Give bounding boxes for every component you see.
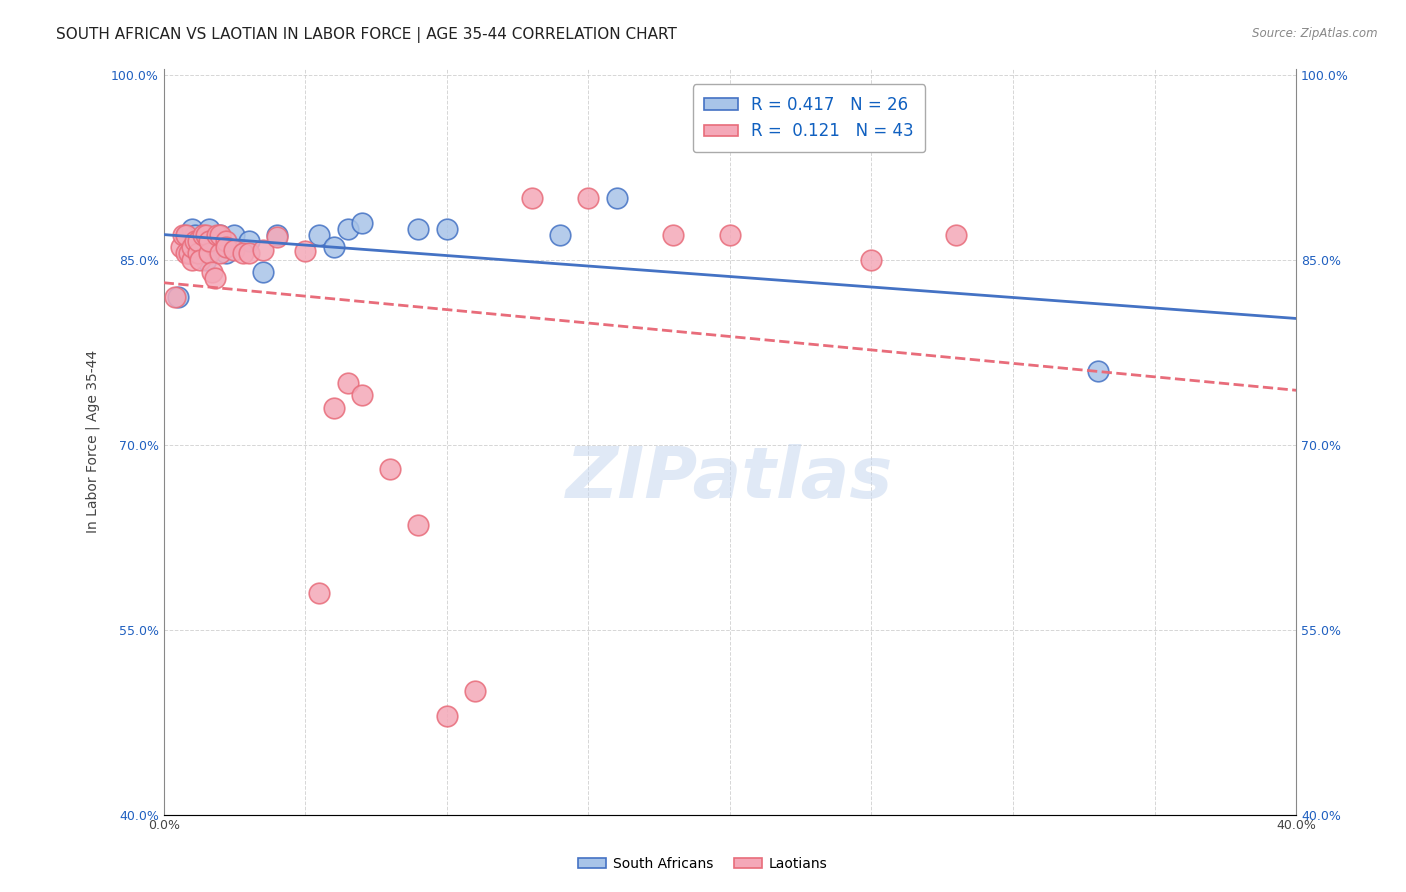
Point (172, 227, 194, 242)
Point (181, 252, 204, 267)
Point (187, 246, 209, 260)
Point (520, 191, 543, 205)
Point (195, 227, 218, 242)
Point (436, 222, 458, 236)
Point (322, 401, 344, 415)
Point (198, 222, 221, 236)
Point (945, 227, 967, 242)
Y-axis label: In Labor Force | Age 35-44: In Labor Force | Age 35-44 (86, 350, 100, 533)
Point (718, 227, 741, 242)
Point (1087, 364, 1109, 378)
Point (308, 227, 330, 242)
Point (198, 246, 221, 260)
Point (350, 388, 373, 402)
Point (184, 234, 207, 248)
Point (166, 290, 188, 304)
Point (252, 265, 274, 279)
Point (252, 243, 274, 257)
Point (350, 216, 373, 230)
Point (179, 246, 201, 260)
Point (215, 246, 238, 260)
Point (198, 234, 221, 248)
Point (209, 227, 232, 242)
Point (464, 684, 486, 698)
Point (184, 227, 207, 242)
Legend: South Africans, Laotians: South Africans, Laotians (572, 851, 834, 876)
Point (187, 240, 209, 254)
Text: Source: ZipAtlas.com: Source: ZipAtlas.com (1253, 27, 1378, 40)
Point (215, 234, 238, 248)
Point (224, 243, 246, 257)
Point (176, 246, 198, 260)
Point (163, 290, 186, 304)
Point (176, 227, 198, 242)
Point (204, 271, 226, 285)
Point (193, 227, 215, 242)
Point (322, 240, 344, 254)
Text: ZIPatlas: ZIPatlas (567, 444, 894, 513)
Point (169, 240, 191, 254)
Point (179, 246, 201, 260)
Point (232, 246, 254, 260)
Point (576, 191, 599, 205)
Text: SOUTH AFRICAN VS LAOTIAN IN LABOR FORCE | AGE 35-44 CORRELATION CHART: SOUTH AFRICAN VS LAOTIAN IN LABOR FORCE … (56, 27, 678, 43)
Point (181, 240, 204, 254)
Point (408, 222, 430, 236)
Point (408, 517, 430, 532)
Point (207, 227, 229, 242)
Point (224, 227, 246, 242)
Point (190, 234, 212, 248)
Point (548, 227, 571, 242)
Point (294, 244, 316, 258)
Point (215, 240, 238, 254)
Point (860, 252, 883, 267)
Point (238, 246, 260, 260)
Point (662, 227, 685, 242)
Point (176, 227, 198, 242)
Legend: R = 0.417   N = 26, R =  0.121   N = 43: R = 0.417 N = 26, R = 0.121 N = 43 (693, 85, 925, 152)
Point (238, 234, 260, 248)
Point (266, 230, 288, 244)
Point (190, 252, 212, 267)
Point (195, 252, 218, 267)
Point (436, 709, 458, 723)
Point (187, 234, 209, 248)
Point (308, 585, 330, 599)
Point (201, 265, 224, 279)
Point (209, 227, 232, 242)
Point (266, 227, 288, 242)
Point (336, 222, 359, 236)
Point (209, 246, 232, 260)
Point (204, 234, 226, 248)
Point (378, 462, 401, 476)
Point (193, 246, 215, 260)
Point (181, 222, 204, 236)
Point (336, 376, 359, 390)
Point (606, 191, 628, 205)
